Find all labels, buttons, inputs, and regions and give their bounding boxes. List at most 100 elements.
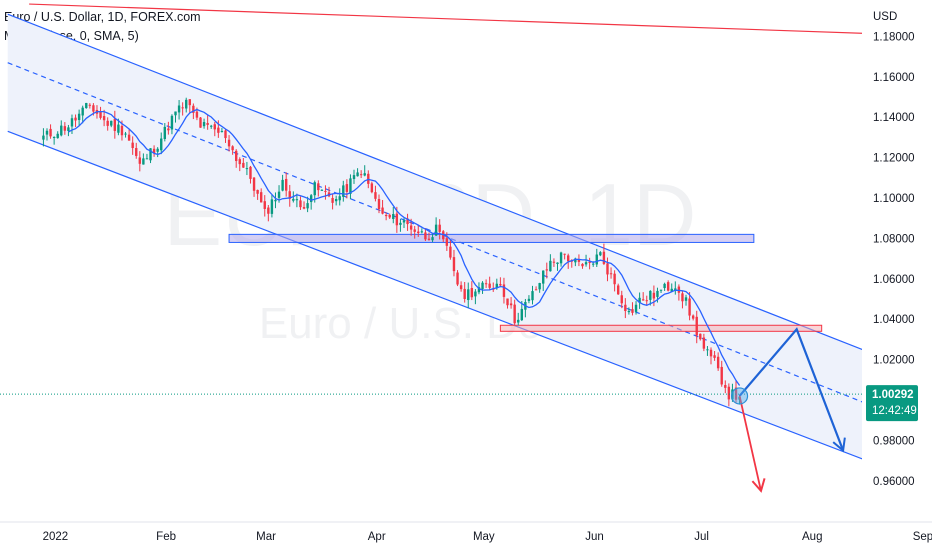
time-axis-tick: Feb bbox=[156, 531, 176, 543]
candle-body bbox=[434, 224, 438, 236]
candle-body bbox=[549, 260, 552, 272]
price-axis-tick: 1.10000 bbox=[873, 193, 915, 205]
countdown-timer: 12:42:49 bbox=[872, 405, 917, 417]
candle-body bbox=[313, 182, 316, 196]
candle-body bbox=[520, 308, 523, 321]
candle-body bbox=[302, 207, 306, 209]
candle-body bbox=[42, 135, 45, 140]
candle-body bbox=[402, 220, 406, 223]
candle-body bbox=[88, 104, 92, 106]
candle-body bbox=[395, 213, 399, 226]
candle-body bbox=[359, 174, 363, 176]
candle-body bbox=[149, 148, 152, 161]
candle-body bbox=[52, 137, 56, 139]
candle-body bbox=[527, 298, 531, 301]
candle-body bbox=[210, 125, 213, 127]
price-axis-tick: 0.96000 bbox=[873, 476, 915, 488]
candle-body bbox=[534, 289, 538, 291]
candle-body bbox=[145, 158, 149, 160]
candle-body bbox=[306, 203, 309, 209]
candle-body bbox=[299, 200, 302, 208]
candle-body bbox=[716, 356, 720, 369]
candle-body bbox=[349, 178, 352, 194]
candle-body bbox=[616, 285, 620, 295]
time-axis-tick: Aug bbox=[802, 531, 822, 543]
candle-body bbox=[577, 259, 581, 262]
candle-body bbox=[217, 127, 220, 133]
candle-body bbox=[452, 257, 456, 272]
candle-body bbox=[292, 198, 295, 201]
candle-body bbox=[659, 289, 663, 291]
candle-body bbox=[459, 285, 463, 290]
candle-body bbox=[295, 199, 299, 201]
candle-body bbox=[563, 253, 566, 255]
candle-body bbox=[102, 116, 106, 121]
candle-body bbox=[242, 162, 245, 168]
candle-body bbox=[449, 246, 452, 258]
candle-body bbox=[263, 201, 266, 209]
chart-symbol-title: Euro / U.S. Dollar, 1D, FOREX.com bbox=[4, 10, 201, 24]
candle-body bbox=[727, 386, 731, 400]
candle-body bbox=[499, 284, 502, 286]
candle-body bbox=[517, 319, 520, 323]
candle-body bbox=[392, 213, 395, 219]
candle-body bbox=[256, 189, 259, 194]
candle-body bbox=[634, 304, 638, 312]
candle-body bbox=[702, 337, 706, 349]
candle-body bbox=[231, 146, 234, 151]
candle-body bbox=[502, 284, 506, 297]
candle-body bbox=[317, 183, 320, 191]
candle-body bbox=[206, 122, 209, 125]
candle-body bbox=[370, 183, 374, 193]
candle-body bbox=[110, 120, 113, 126]
candle-body bbox=[624, 304, 627, 312]
candle-body bbox=[202, 122, 206, 127]
candle-body bbox=[160, 138, 163, 151]
candle-body bbox=[474, 291, 477, 297]
candle-body bbox=[456, 272, 459, 285]
candle-body bbox=[224, 130, 227, 139]
candle-body bbox=[477, 287, 481, 293]
candle-body bbox=[684, 297, 688, 301]
candle-body bbox=[142, 158, 145, 165]
candle-body bbox=[688, 298, 691, 316]
candle-body bbox=[99, 111, 102, 118]
time-axis-panel bbox=[0, 522, 932, 550]
candle-body bbox=[213, 124, 216, 130]
ma-layer bbox=[68, 108, 741, 386]
candle-body bbox=[413, 229, 416, 232]
price-axis-tick: 1.12000 bbox=[873, 153, 915, 165]
candle-body bbox=[417, 231, 420, 233]
candle-body bbox=[342, 185, 345, 197]
channel-middle-line bbox=[7, 62, 894, 415]
candle-body bbox=[284, 178, 288, 191]
candle-body bbox=[227, 139, 231, 147]
candle-body bbox=[235, 150, 238, 161]
candle-body bbox=[167, 128, 170, 131]
candle-body bbox=[467, 289, 470, 301]
candle-body bbox=[438, 224, 441, 232]
candle-body bbox=[720, 366, 723, 385]
candle-body bbox=[334, 199, 338, 202]
price-axis-tick: 1.08000 bbox=[873, 233, 915, 245]
candle-body bbox=[531, 291, 534, 301]
price-axis-panel bbox=[862, 0, 932, 550]
candle-body bbox=[135, 148, 138, 156]
candle-body bbox=[163, 126, 166, 139]
candle-body bbox=[56, 133, 59, 139]
price-axis-tick: 1.06000 bbox=[873, 274, 915, 286]
candle-body bbox=[631, 309, 634, 313]
candle-body bbox=[77, 113, 81, 121]
candle-body bbox=[45, 130, 49, 135]
candle-body bbox=[181, 107, 184, 109]
price-axis-tick: 1.18000 bbox=[873, 31, 915, 43]
candle-body bbox=[192, 105, 195, 113]
candle-body bbox=[663, 283, 666, 289]
time-axis-tick: Apr bbox=[368, 531, 386, 543]
candle-body bbox=[177, 105, 181, 113]
time-axis-tick: Jun bbox=[585, 531, 604, 543]
price-axis-tick: 0.98000 bbox=[873, 435, 915, 447]
candle-body bbox=[92, 105, 95, 112]
candle-body bbox=[641, 299, 645, 301]
